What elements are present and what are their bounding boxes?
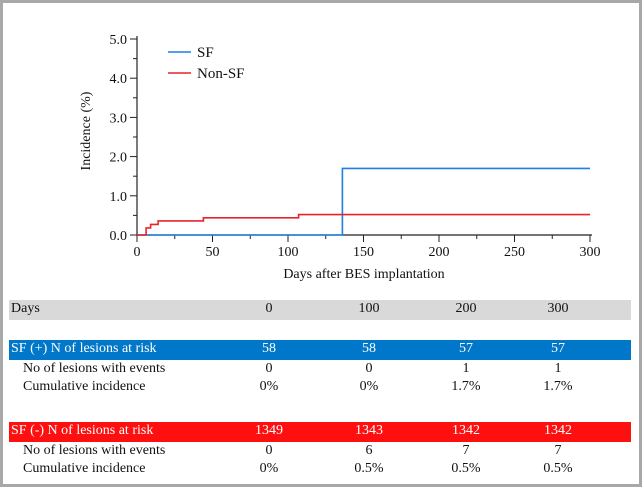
- table-header-row-cell: 100: [358, 301, 380, 316]
- table-data-row-cell: 0%: [259, 461, 279, 476]
- table-header-row-label: Days: [11, 301, 40, 316]
- table-data-row-cell: 0.5%: [543, 461, 573, 476]
- table-header-row-cell: 300: [547, 301, 569, 316]
- risk-band-row-cell: 58: [262, 341, 276, 356]
- x-tick-label: 100: [278, 245, 299, 260]
- table-data-row: Cumulative incidence 0% 0.5% 0.5% 0.5%: [9, 460, 631, 480]
- table-data-row-cell: 1.7%: [451, 379, 481, 394]
- risk-band-row-cell: 1343: [355, 423, 383, 438]
- series-line-non-sf: [137, 213, 590, 236]
- x-tick-label: 150: [353, 245, 374, 260]
- table-data-row-label: Cumulative incidence: [23, 379, 146, 394]
- table-header-row: Days 0 100 200 300: [9, 300, 631, 320]
- table-data-row-cell: 1.7%: [543, 379, 573, 394]
- chart-legend: SF Non-SF: [168, 45, 245, 82]
- risk-band-row-label: SF (-) N of lesions at risk: [11, 423, 154, 438]
- risk-band-row: SF (-) N of lesions at risk 1349 1343 1342 1…: [9, 422, 631, 442]
- legend-label: Non-SF: [197, 66, 245, 82]
- y-tick-label: 0.0: [110, 229, 128, 244]
- risk-band-row: SF (+) N of lesions at risk 58 58 57 57: [9, 340, 631, 360]
- chart-series: [137, 167, 590, 236]
- table-data-row-cell: 1: [554, 361, 562, 376]
- table-data-row-cell: 7: [554, 443, 562, 458]
- risk-band-row-cell: 58: [362, 341, 376, 356]
- table-data-row-cell: 0%: [359, 379, 379, 394]
- table-data-row-cell: 0: [265, 361, 273, 376]
- table-header-row-cell: 200: [455, 301, 477, 316]
- table-data-row-label: No of lesions with events: [23, 361, 166, 376]
- x-tick-label: 300: [580, 245, 601, 260]
- risk-band-row-cell: 1349: [255, 423, 283, 438]
- risk-band-row-cell: 1342: [544, 423, 572, 438]
- table-data-row-cell: 6: [365, 443, 373, 458]
- y-tick-label: 4.0: [110, 72, 128, 87]
- risk-band-row-label: SF (+) N of lesions at risk: [11, 341, 157, 356]
- table-data-row: No of lesions with events 0 0 1 1: [9, 360, 631, 380]
- y-tick-label: 2.0: [110, 151, 128, 166]
- risk-band-row-cell: 1342: [452, 423, 480, 438]
- x-tick-label: 250: [504, 245, 525, 260]
- x-axis-label: Days after BES implantation: [283, 267, 444, 282]
- x-tick-label: 0: [134, 245, 141, 260]
- table-data-row-label: No of lesions with events: [23, 443, 166, 458]
- table-data-row-label: Cumulative incidence: [23, 461, 146, 476]
- y-axis-label: Incidence (%): [79, 91, 94, 170]
- table-data-row: No of lesions with events 0 6 7 7: [9, 442, 631, 462]
- table-header-row-cell: 0: [265, 301, 273, 316]
- chart-axes: 0.0 1.0 2.0 3.0 4.0 5.0 0 50 100 150 200 250 300: [110, 33, 601, 260]
- table-data-row-cell: 0: [365, 361, 373, 376]
- risk-band-row-cell: 57: [459, 341, 473, 356]
- y-tick-label: 3.0: [110, 111, 128, 126]
- y-tick-label: 1.0: [110, 190, 128, 205]
- table-data-row-cell: 0.5%: [451, 461, 481, 476]
- table-data-row-cell: 7: [462, 443, 470, 458]
- table-data-row-cell: 1: [462, 361, 470, 376]
- x-tick-label: 50: [206, 245, 220, 260]
- legend-label: SF: [197, 45, 214, 61]
- table-data-row-cell: 0: [265, 443, 273, 458]
- table-data-row-cell: 0.5%: [354, 461, 384, 476]
- table-data-row-cell: 0%: [259, 379, 279, 394]
- y-tick-label: 5.0: [110, 33, 128, 48]
- risk-band-row-cell: 57: [551, 341, 565, 356]
- incidence-chart: 0.0 1.0 2.0 3.0 4.0 5.0 0 50 100 150 200 250 300 SF N…: [79, 33, 601, 282]
- series-line-sf: [137, 167, 590, 236]
- x-tick-label: 200: [429, 245, 450, 260]
- table-data-row: Cumulative incidence 0% 0% 1.7% 1.7%: [9, 378, 631, 398]
